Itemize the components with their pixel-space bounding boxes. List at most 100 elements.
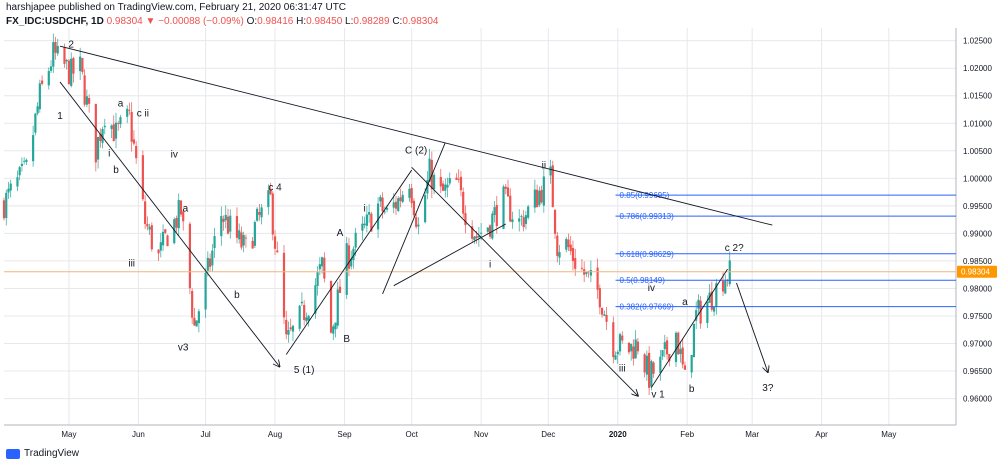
candle-body <box>9 183 12 191</box>
candle-body <box>224 214 227 221</box>
candle-body <box>159 242 162 251</box>
candle-body <box>502 186 505 229</box>
wave-label: b <box>234 290 240 301</box>
candle-body <box>645 355 648 375</box>
candle-body <box>368 212 371 215</box>
candle-body <box>2 200 6 219</box>
y-tick-label: 1.02500 <box>963 37 992 46</box>
candle-body <box>417 224 420 227</box>
wave-label: a <box>118 99 124 110</box>
candle-body <box>101 128 104 143</box>
candle-body <box>486 227 489 232</box>
wave-label: 3? <box>762 383 774 394</box>
x-tick-label: Jun <box>132 430 145 439</box>
candle-body <box>648 352 651 388</box>
candle-body <box>661 350 664 357</box>
candle-body <box>361 223 364 231</box>
candle-body <box>444 184 447 191</box>
candle-body <box>589 269 592 276</box>
candle-body <box>652 362 655 374</box>
candle-body <box>518 218 521 222</box>
candle-body <box>506 187 510 197</box>
candle-body <box>23 160 26 162</box>
wave-label: B <box>343 334 350 345</box>
high-label: H: <box>296 16 307 27</box>
candle-body <box>488 225 492 237</box>
candle-body <box>157 249 160 254</box>
candle-body <box>298 305 301 329</box>
candle-body <box>569 244 572 252</box>
candle-body <box>600 307 604 315</box>
candle-body <box>334 322 337 330</box>
candle-body <box>383 211 386 213</box>
candle-body <box>710 291 713 310</box>
candle-body <box>683 365 687 370</box>
candle-body <box>166 235 169 247</box>
fib-level-label: 0.85(0.99695) <box>620 191 670 200</box>
candle-body <box>175 218 178 228</box>
wave-label: c 4 <box>268 182 282 193</box>
y-tick-label: 1.00000 <box>963 174 992 183</box>
candle-body <box>320 257 324 267</box>
candle-body <box>522 217 525 228</box>
candle-body <box>81 58 84 73</box>
candle-body <box>699 300 702 324</box>
candle-body <box>571 247 575 262</box>
x-tick-label: May <box>881 430 896 439</box>
candle-body <box>350 258 353 267</box>
candle-body <box>126 108 129 117</box>
x-tick-label: Aug <box>268 430 282 439</box>
wave-label: i <box>108 148 110 159</box>
low-label: L: <box>345 16 354 27</box>
candle-body <box>415 217 418 227</box>
candle-body <box>616 351 619 355</box>
candle-body <box>424 195 427 223</box>
candle-body <box>471 226 474 239</box>
candle-body <box>721 280 725 292</box>
candle-body <box>370 213 373 232</box>
candle-body <box>668 353 671 362</box>
candle-body <box>276 250 279 253</box>
y-tick-label: 0.97500 <box>963 312 992 321</box>
candle-body <box>538 190 541 206</box>
candle-body <box>504 186 507 189</box>
candle-body <box>141 155 144 200</box>
candle-body <box>473 236 476 241</box>
candle-body <box>54 42 57 53</box>
candle-body <box>305 317 308 322</box>
trend-line <box>736 282 767 372</box>
candle-body <box>345 243 348 295</box>
wave-label: v 1 <box>651 389 665 400</box>
candle-body <box>432 174 436 189</box>
wave-label: iv <box>171 149 178 160</box>
wave-label: b <box>689 384 695 395</box>
candle-body <box>553 209 557 234</box>
candle-body <box>509 195 512 222</box>
candle-body <box>238 230 241 240</box>
wave-label: 2 <box>68 39 74 50</box>
high-value: 0.98450 <box>306 16 343 27</box>
close-value: 0.98304 <box>402 16 439 27</box>
candle-body <box>381 197 384 212</box>
candle-body <box>585 271 588 274</box>
last-price: 0.98304 <box>106 16 143 27</box>
candle-body <box>632 346 635 359</box>
tradingview-logo-icon <box>6 448 20 459</box>
change-value: −0.00088 (−0.09%) <box>158 16 244 27</box>
candle-body <box>229 215 232 232</box>
candle-body <box>204 272 207 310</box>
candle-body <box>612 322 615 358</box>
candle-body <box>94 103 97 163</box>
trend-line <box>411 166 638 396</box>
candle-body <box>128 109 131 111</box>
trend-line <box>59 81 280 367</box>
candle-body <box>273 236 277 249</box>
candle-body <box>674 332 678 363</box>
candle-body <box>110 125 113 129</box>
wave-label: iii <box>128 258 135 269</box>
candle-body <box>130 111 133 142</box>
trend-line <box>382 142 446 295</box>
wave-label: 5 (1) <box>294 365 315 376</box>
candle-body <box>287 330 290 335</box>
